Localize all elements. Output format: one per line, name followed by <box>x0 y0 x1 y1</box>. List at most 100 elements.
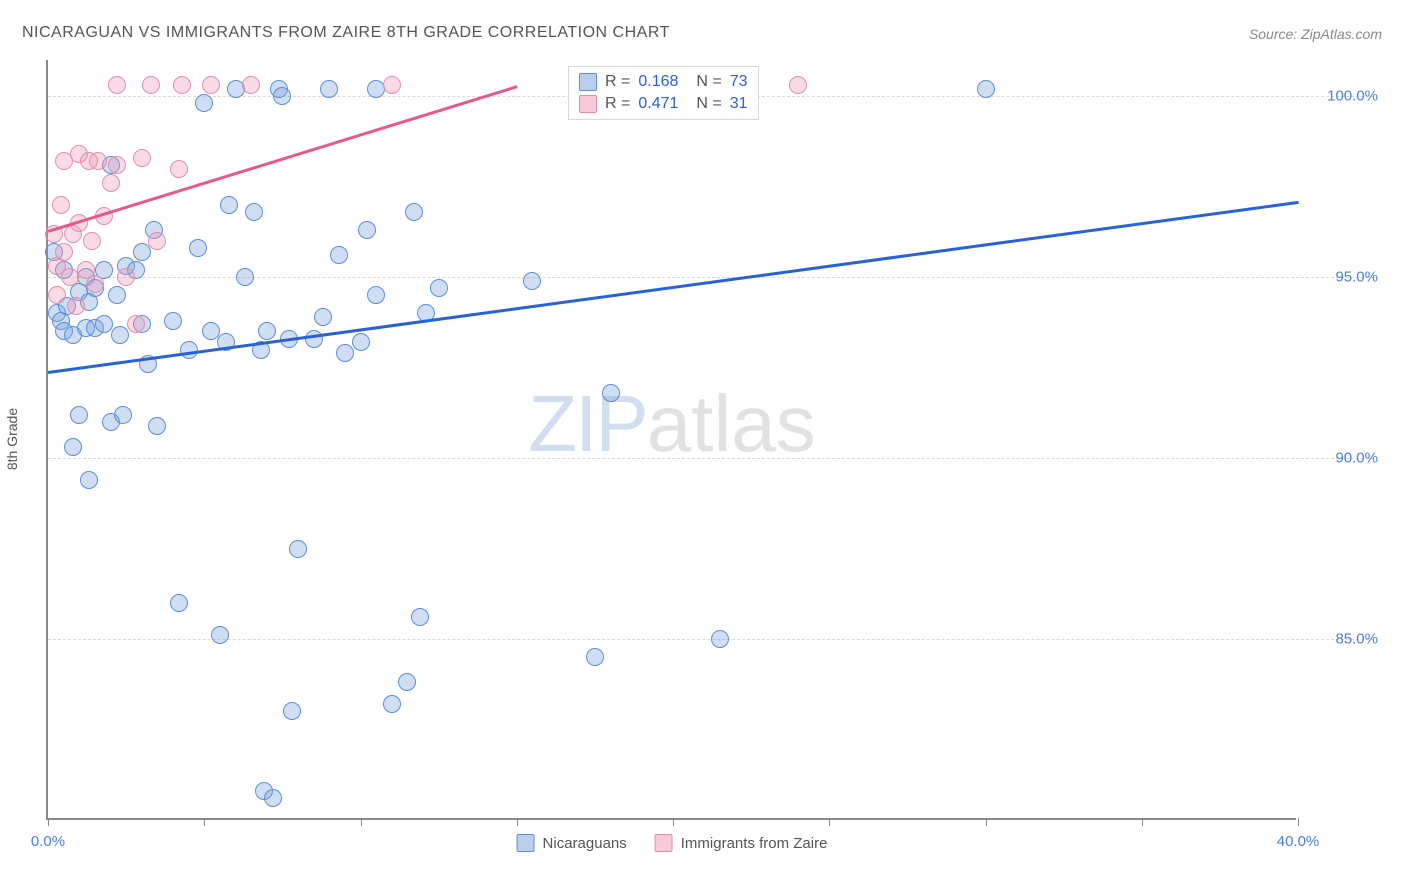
data-point <box>64 438 82 456</box>
series-legend: Nicaraguans Immigrants from Zaire <box>517 834 828 852</box>
data-point <box>202 76 220 94</box>
x-tick <box>48 818 49 826</box>
data-point <box>258 322 276 340</box>
y-tick-label: 85.0% <box>1335 631 1378 648</box>
data-point <box>108 286 126 304</box>
y-tick-label: 90.0% <box>1335 450 1378 467</box>
data-point <box>314 308 332 326</box>
n-value-1: 31 <box>730 95 748 113</box>
data-point <box>89 152 107 170</box>
data-point <box>242 76 260 94</box>
data-point <box>195 94 213 112</box>
data-point <box>83 232 101 250</box>
legend-item-zaire: Immigrants from Zaire <box>655 834 828 852</box>
data-point <box>330 246 348 264</box>
r-value-0: 0.168 <box>638 73 678 91</box>
data-point <box>48 286 66 304</box>
data-point <box>133 243 151 261</box>
x-tick-label: 40.0% <box>1277 833 1320 850</box>
r-label: R = <box>605 95 630 113</box>
x-tick <box>986 818 987 826</box>
legend-item-nicaraguans: Nicaraguans <box>517 834 627 852</box>
data-point <box>102 174 120 192</box>
data-point <box>352 333 370 351</box>
data-point <box>430 279 448 297</box>
data-point <box>220 196 238 214</box>
swatch-pink-icon <box>579 95 597 113</box>
watermark-zip: ZIP <box>528 379 646 468</box>
data-point <box>383 76 401 94</box>
legend-label: Nicaraguans <box>543 835 627 852</box>
data-point <box>236 268 254 286</box>
data-point <box>189 239 207 257</box>
stat-row-nicaraguans: R = 0.168 N = 73 <box>579 71 748 93</box>
swatch-pink-icon <box>655 834 673 852</box>
y-axis-label: 8th Grade <box>4 408 20 470</box>
r-label: R = <box>605 73 630 91</box>
data-point <box>336 344 354 362</box>
x-tick <box>517 818 518 826</box>
data-point <box>411 608 429 626</box>
data-point <box>383 695 401 713</box>
chart-title: NICARAGUAN VS IMMIGRANTS FROM ZAIRE 8TH … <box>22 24 670 42</box>
data-point <box>523 272 541 290</box>
data-point <box>111 326 129 344</box>
scatter-chart: 8th Grade ZIPatlas 85.0%90.0%95.0%100.0%… <box>46 60 1296 820</box>
x-tick <box>361 818 362 826</box>
x-tick <box>204 818 205 826</box>
data-point <box>108 76 126 94</box>
source-attribution: Source: ZipAtlas.com <box>1249 26 1382 42</box>
n-value-0: 73 <box>730 73 748 91</box>
x-tick <box>1142 818 1143 826</box>
data-point <box>405 203 423 221</box>
legend-label: Immigrants from Zaire <box>681 835 828 852</box>
data-point <box>711 630 729 648</box>
n-label: N = <box>696 73 721 91</box>
data-point <box>211 626 229 644</box>
data-point <box>264 789 282 807</box>
x-tick <box>673 818 674 826</box>
data-point <box>164 312 182 330</box>
y-tick-label: 95.0% <box>1335 269 1378 286</box>
data-point <box>127 315 145 333</box>
data-point <box>86 275 104 293</box>
data-point <box>398 673 416 691</box>
data-point <box>202 322 220 340</box>
correlation-stats-box: R = 0.168 N = 73 R = 0.471 N = 31 <box>568 66 759 120</box>
x-tick <box>1298 818 1299 826</box>
data-point <box>173 76 191 94</box>
data-point <box>114 406 132 424</box>
data-point <box>602 384 620 402</box>
data-point <box>133 149 151 167</box>
data-point <box>95 315 113 333</box>
stat-row-zaire: R = 0.471 N = 31 <box>579 93 748 115</box>
data-point <box>108 156 126 174</box>
data-point <box>305 330 323 348</box>
watermark: ZIPatlas <box>528 378 815 470</box>
data-point <box>170 594 188 612</box>
y-tick-label: 100.0% <box>1327 88 1378 105</box>
data-point <box>52 196 70 214</box>
r-value-1: 0.471 <box>638 95 678 113</box>
swatch-blue-icon <box>579 73 597 91</box>
data-point <box>273 87 291 105</box>
data-point <box>70 406 88 424</box>
trend-line <box>48 201 1298 374</box>
x-tick <box>829 818 830 826</box>
gridline <box>48 458 1374 459</box>
data-point <box>367 286 385 304</box>
data-point <box>245 203 263 221</box>
x-tick-label: 0.0% <box>31 833 65 850</box>
data-point <box>148 417 166 435</box>
data-point <box>142 76 160 94</box>
data-point <box>283 702 301 720</box>
data-point <box>170 160 188 178</box>
data-point <box>148 232 166 250</box>
data-point <box>586 648 604 666</box>
data-point <box>180 341 198 359</box>
swatch-blue-icon <box>517 834 535 852</box>
data-point <box>80 471 98 489</box>
n-label: N = <box>696 95 721 113</box>
data-point <box>358 221 376 239</box>
data-point <box>117 268 135 286</box>
